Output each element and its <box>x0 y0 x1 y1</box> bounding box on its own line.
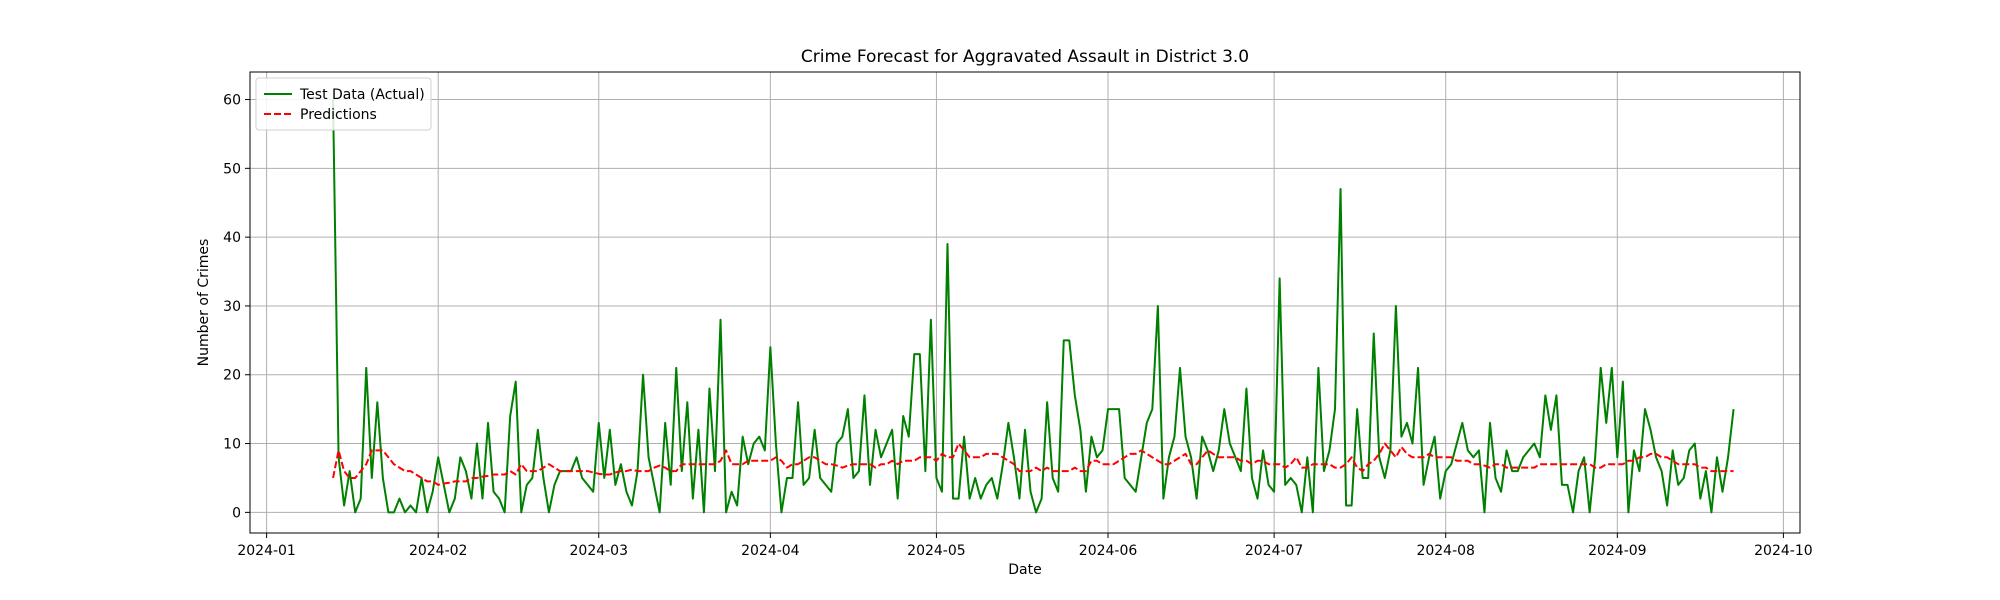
x-tick-label: 2024-06 <box>1079 543 1138 559</box>
series-line-predictions <box>332 442 1734 486</box>
y-tick-label: 10 <box>223 437 241 453</box>
legend-label: Test Data (Actual) <box>299 87 425 103</box>
y-tick-label: 60 <box>223 93 241 109</box>
y-tick-label: 50 <box>223 161 241 177</box>
x-axis: 2024-01 2024-02 2024-03 2024-04 2024-05 2024-… <box>237 533 1813 559</box>
x-tick-label: 2024-03 <box>570 543 629 559</box>
y-axis: 0 10 20 30 40 50 60 <box>223 93 250 521</box>
x-tick-label: 2024-02 <box>409 543 468 559</box>
y-tick-label: 20 <box>223 368 241 384</box>
y-tick-label: 40 <box>223 230 241 246</box>
y-tick-label: 30 <box>223 299 241 315</box>
x-tick-label: 2024-04 <box>741 543 800 559</box>
legend: Test Data (Actual) Predictions <box>255 77 432 131</box>
y-axis-label: Number of Crimes <box>196 239 212 367</box>
x-tick-label: 2024-05 <box>907 543 966 559</box>
x-axis-label: Date <box>1008 562 1041 578</box>
series-layer <box>332 99 1735 514</box>
x-tick-label: 2024-09 <box>1588 543 1647 559</box>
x-tick-label: 2024-08 <box>1416 543 1475 559</box>
x-tick-label: 2024-07 <box>1245 543 1304 559</box>
legend-label: Predictions <box>300 107 377 123</box>
y-tick-label: 0 <box>232 505 241 521</box>
plot-frame <box>249 71 1801 534</box>
x-tick-label: 2024-01 <box>237 543 296 559</box>
chart-title: Crime Forecast for Aggravated Assault in… <box>801 47 1249 67</box>
x-tick-label: 2024-10 <box>1754 543 1813 559</box>
legend-box <box>255 77 432 131</box>
grid <box>250 72 1800 533</box>
